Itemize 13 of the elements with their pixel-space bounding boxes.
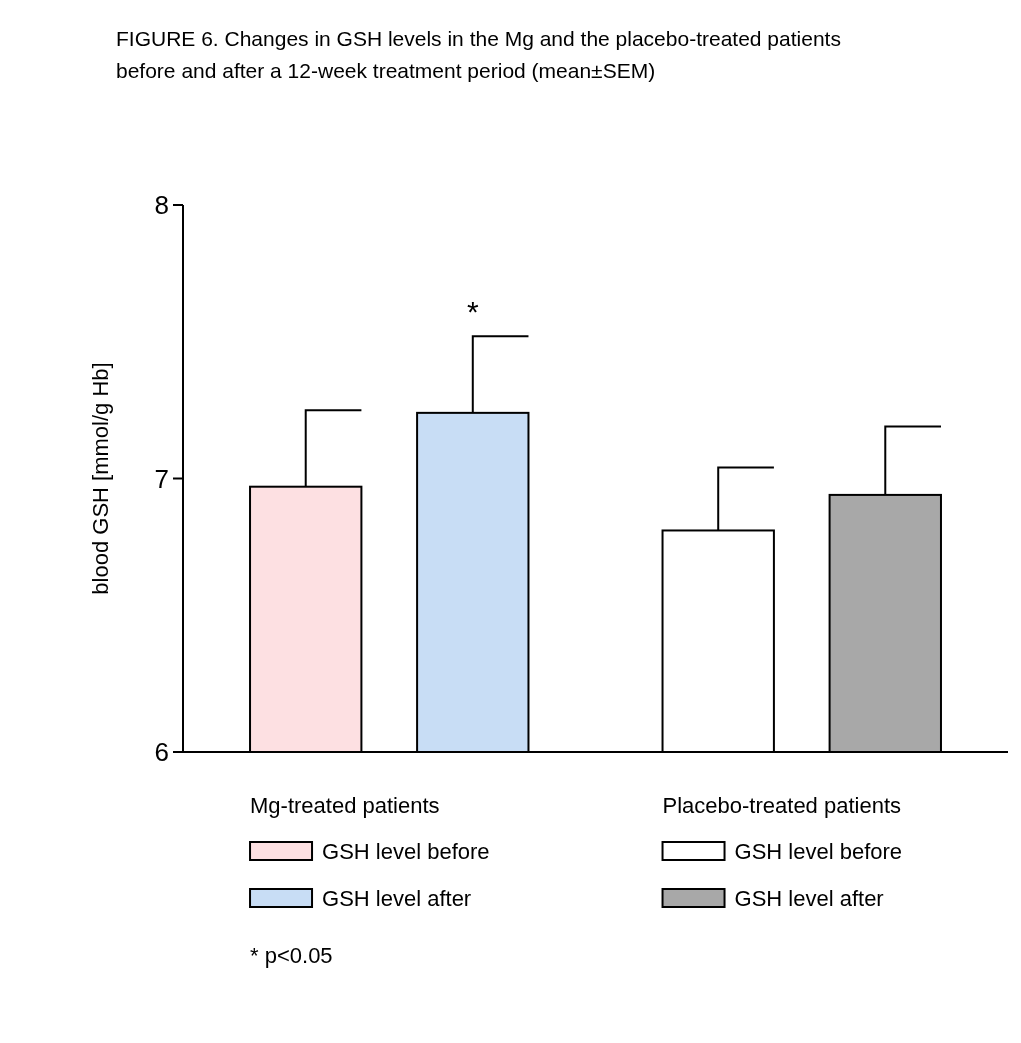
x-tick-label: Mg-treated patients — [250, 793, 440, 818]
legend-label: GSH level before — [322, 838, 490, 864]
annotation: * — [466, 295, 479, 329]
text: * p<0.05 — [250, 943, 333, 968]
y-tick-label: 8 — [154, 190, 169, 221]
chart-title: FIGURE 6. Changes in GSH levels in the Mg and the placebo-treated patients before and after a 12-week treatment period (mean±SEM) — [116, 27, 841, 82]
legend-label: GSH level after — [322, 885, 472, 911]
legend-label: GSH level after — [734, 885, 884, 911]
y-tick-label: 6 — [154, 737, 169, 768]
y-axis-title: blood GSH [mmol/g Hb] — [88, 362, 113, 595]
y-tick-label: 7 — [154, 463, 169, 494]
legend-label: GSH level before — [734, 838, 903, 864]
x-tick-label: Placebo-treated patients — [662, 793, 902, 818]
